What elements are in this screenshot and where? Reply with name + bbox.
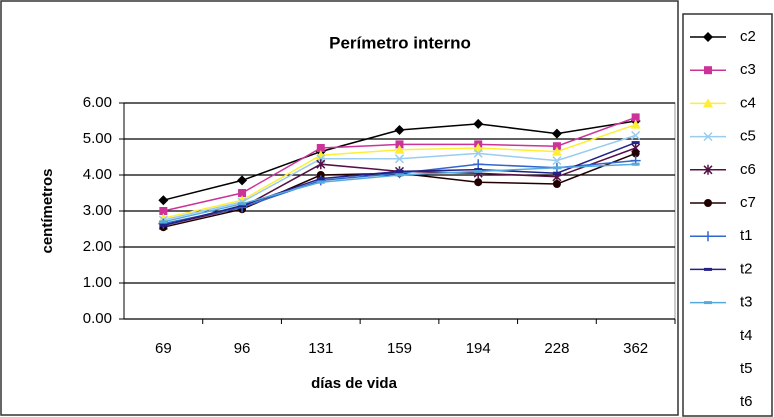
legend-label: c3 (740, 61, 756, 78)
data-point (394, 168, 405, 179)
y-axis-label: centímetros (39, 168, 56, 253)
x-tick-label: 159 (387, 340, 412, 357)
data-point (395, 140, 404, 149)
data-point (159, 220, 168, 224)
data-point (395, 173, 404, 177)
legend-label: t1 (740, 227, 753, 244)
legend-label: c4 (740, 94, 756, 111)
data-point (630, 119, 641, 129)
data-point (316, 171, 325, 179)
data-point (238, 202, 247, 206)
data-point (473, 159, 484, 170)
y-tick-label: 3.00 (83, 202, 112, 219)
data-point (552, 171, 561, 175)
data-point (159, 207, 168, 215)
data-point (316, 144, 325, 152)
x-tick-label: 131 (308, 340, 333, 357)
data-point (395, 169, 404, 173)
legend-marker (704, 301, 712, 305)
x-tick-label: 96 (234, 340, 251, 357)
data-point (551, 146, 562, 156)
data-point (473, 143, 484, 152)
data-point (474, 178, 483, 187)
y-tick-label: 1.00 (83, 274, 112, 291)
data-point (552, 142, 561, 151)
data-point (238, 204, 247, 208)
data-point (316, 177, 325, 181)
x-tick-label: 362 (623, 340, 648, 357)
legend-label: c5 (740, 128, 756, 145)
y-tick-label: 4.00 (83, 166, 112, 183)
data-point (631, 149, 640, 158)
data-point (552, 156, 562, 166)
legend-marker (703, 32, 713, 42)
legend-label: t5 (740, 360, 753, 377)
legend-marker (703, 132, 713, 142)
legend-frame (682, 13, 773, 417)
data-point (158, 195, 169, 206)
data-point (473, 148, 483, 158)
legend-label: c7 (740, 194, 756, 211)
legend-label: t2 (740, 260, 753, 277)
x-tick-label: 69 (155, 340, 172, 357)
legend-marker (704, 267, 712, 271)
data-point (237, 175, 248, 186)
data-point (394, 144, 405, 154)
data-point (394, 154, 405, 164)
y-tick-label: 5.00 (83, 130, 112, 147)
legend-marker (704, 66, 712, 75)
data-point (316, 180, 325, 184)
y-tick-label: 2.00 (83, 238, 112, 255)
data-point (394, 125, 405, 135)
data-point (474, 169, 483, 173)
data-point (631, 130, 641, 140)
chart-title: Perímetro interno (329, 33, 471, 52)
data-point (631, 113, 640, 122)
data-point (552, 180, 561, 188)
y-tick-label: 6.00 (83, 94, 112, 111)
data-point (552, 166, 561, 170)
data-point (316, 159, 326, 170)
legend-label: t3 (740, 294, 753, 311)
data-point (238, 189, 247, 197)
y-tick-label: 0.00 (83, 310, 112, 327)
x-tick-label: 194 (466, 340, 491, 357)
data-point (159, 223, 168, 227)
legend-label: c2 (740, 28, 756, 45)
data-point (551, 128, 562, 139)
x-axis-label: días de vida (311, 375, 398, 392)
legend-label: c6 (740, 161, 756, 178)
legend-marker (703, 231, 713, 242)
data-point (631, 162, 640, 166)
legend-marker (704, 199, 712, 207)
legend-label: t4 (740, 327, 753, 344)
data-point (158, 218, 169, 229)
legend-marker (703, 164, 713, 175)
legend-marker (703, 98, 713, 108)
data-point (474, 168, 483, 172)
data-point (473, 118, 484, 129)
legend-label: t6 (740, 393, 753, 410)
data-point (631, 141, 640, 145)
x-tick-label: 228 (544, 340, 569, 357)
